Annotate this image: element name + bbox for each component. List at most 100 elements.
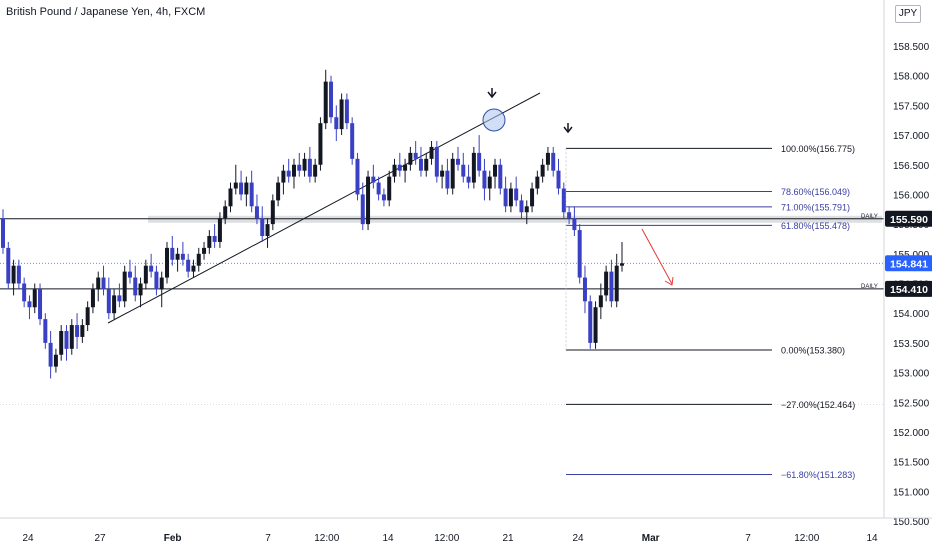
candle-body [186,259,191,272]
candle-body [445,170,450,189]
candle-body [217,218,222,242]
candle-body [620,263,624,266]
candle-body [519,200,524,213]
candle-body [75,325,80,337]
y-tick-label: 154.000 [893,309,930,320]
candle-body [487,176,492,189]
fib-level-label: −61.80%(151.283) [781,470,855,480]
candle-body [360,194,365,225]
candle-body [59,331,64,355]
candle-body [344,99,349,124]
candle-body [503,188,508,207]
candle-body [180,253,185,260]
candle-body [598,295,603,308]
y-tick-label: 151.500 [893,458,930,469]
price-label-tag [885,255,932,272]
candle-body [339,99,344,130]
annotations [482,88,674,286]
candle-body [48,342,53,367]
candle-body [450,158,455,189]
fib-level-label: 78.60%(156.049) [781,187,850,197]
y-tick-label: 153.000 [893,369,930,380]
candle-body [239,182,244,195]
candle-body [27,301,32,308]
candle-body [254,206,259,219]
candle-body [329,81,334,118]
candle-body [471,152,476,183]
candle-body [413,152,418,159]
projection-arrow-icon [664,276,674,286]
daily-level-label: DAILY [861,284,878,290]
candle-body [286,170,291,177]
candle-body [424,158,429,171]
candle-body [159,277,164,290]
fib-level-label: −27.00%(152.464) [781,400,855,410]
candle-body [85,307,90,326]
candle-body [434,146,439,177]
chart-title: British Pound / Japanese Yen, 4h, FXCM [6,6,206,18]
candle-body [276,182,281,201]
candle-body [524,206,529,213]
candle-body [482,170,487,189]
y-tick-label: 153.500 [893,339,930,350]
x-tick-label: 24 [573,533,585,544]
candle-body [223,206,228,219]
y-tick-label: 152.000 [893,428,930,439]
candle-body [191,265,196,272]
candle-body [143,265,148,284]
candle-body [561,188,566,213]
candle-body [588,301,593,343]
y-tick-label: 150.500 [893,517,930,528]
projection-arrow-icon [641,228,673,285]
candle-body [498,164,503,189]
candle-body [366,176,371,225]
candle-body [291,164,296,177]
candle-body [270,200,275,225]
x-tick-label: Mar [642,533,660,544]
candle-body [32,289,37,308]
price-axis: 158.500 158.000 157.500 157.000 156.500 156.0… [883,0,932,550]
candle-body [313,164,318,177]
candle-body [122,271,127,302]
candle-body [535,176,540,189]
chart-grid [0,262,884,405]
candle-body [397,164,402,171]
highlight-circle [482,108,506,132]
candle-body [297,164,302,171]
down-arrow-icon [487,91,497,99]
candle-body [69,325,74,349]
candle-body [392,164,397,177]
candle-body [572,218,577,231]
candle-body [302,158,307,171]
candle-body [117,295,122,302]
y-tick-label: 157.500 [893,101,930,112]
candle-body [440,170,445,177]
candle-body [1,218,5,248]
price-label-tag [885,280,932,297]
candle-body [461,164,466,177]
x-tick-label: 27 [95,533,107,544]
candle-body [307,158,312,177]
candle-body [551,152,556,171]
x-tick-label: Feb [164,533,182,544]
candle-body [38,289,43,320]
candle-body [381,194,386,201]
x-tick-label: 7 [265,533,271,544]
currency-button[interactable]: JPY [895,5,921,23]
y-tick-label: 152.500 [893,398,930,409]
candle-body [138,283,143,296]
daily-level-label: DAILY [861,214,878,220]
y-tick-label: 151.000 [893,487,930,498]
candle-body [609,271,614,302]
price-axis-background [884,0,932,550]
candle-body [106,289,111,314]
candle-body [133,277,138,296]
candle-body [149,265,154,272]
candle-body [22,283,27,302]
down-arrow-icon [563,126,573,134]
candle-body [418,158,423,171]
candlestick-series [1,69,624,379]
candle-body [582,277,587,302]
candle-body [127,271,132,278]
